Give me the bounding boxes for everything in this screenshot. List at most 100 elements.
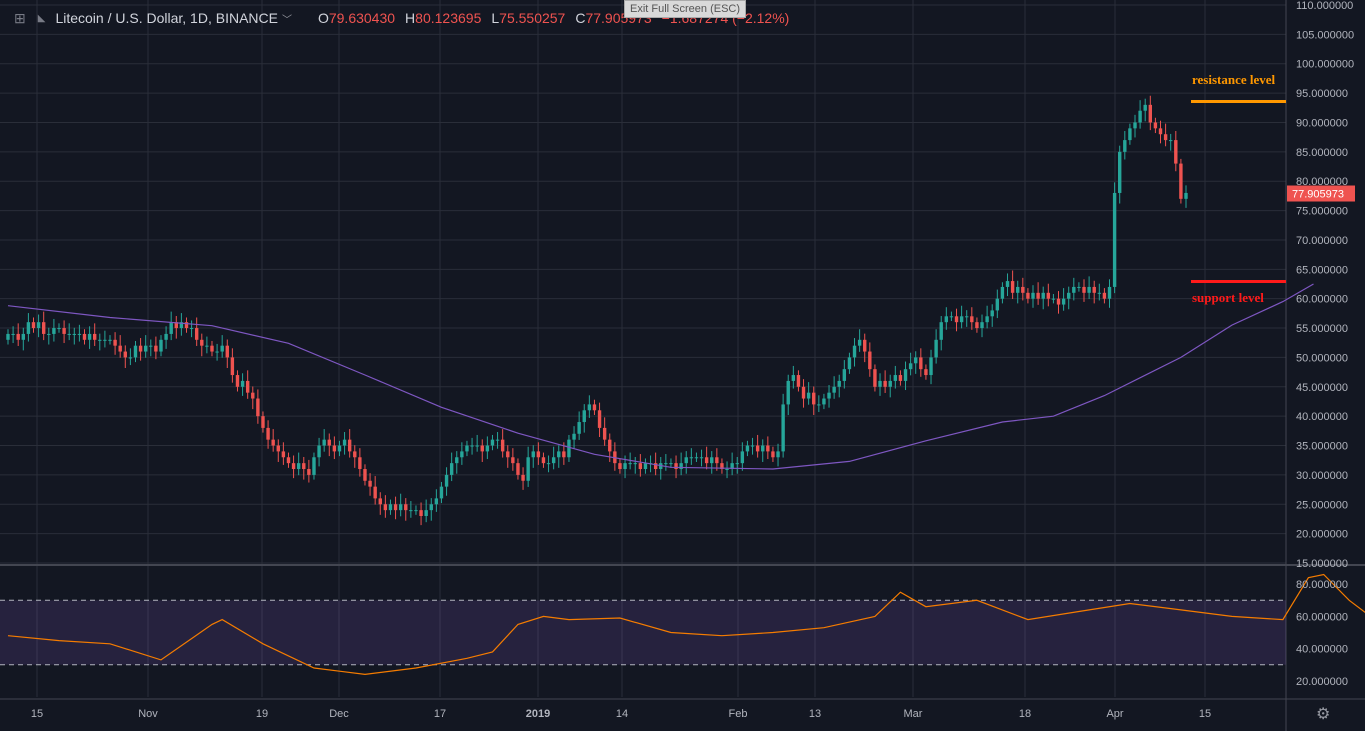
symbol-title[interactable]: Litecoin / U.S. Dollar, 1D, BINANCE xyxy=(55,10,278,26)
candle xyxy=(1158,120,1163,144)
candle xyxy=(1082,279,1086,302)
candle xyxy=(959,305,964,329)
open-key: O xyxy=(317,10,329,26)
candle xyxy=(276,439,280,462)
candle xyxy=(827,385,831,408)
chevron-down-icon[interactable]: ﹀ xyxy=(281,14,292,26)
candle xyxy=(353,445,357,468)
candle xyxy=(449,452,454,482)
time-axis[interactable]: 15 Nov 19 Dec 17 2019 14 Feb 13 Mar 18 Apr 15 xyxy=(31,708,1211,720)
candle xyxy=(694,452,699,462)
chevron-down-icon[interactable]: ◣ xyxy=(37,12,46,24)
candle xyxy=(975,317,979,333)
candle xyxy=(755,434,760,458)
candle xyxy=(1163,123,1168,147)
candle xyxy=(1184,185,1188,208)
candle xyxy=(1051,293,1056,304)
candle xyxy=(567,434,571,462)
candle xyxy=(766,436,770,460)
candle xyxy=(82,329,87,345)
candle xyxy=(801,379,806,408)
candle xyxy=(1026,288,1030,304)
plus-icon[interactable]: ⊞ xyxy=(14,9,26,26)
candle xyxy=(546,455,551,473)
rsi-tick-label: 40.000000 xyxy=(1296,644,1348,656)
candle xyxy=(205,336,209,354)
candle xyxy=(225,339,229,368)
y-tick-label: 100.000000 xyxy=(1296,59,1354,71)
candle xyxy=(536,442,541,465)
candle xyxy=(6,329,10,345)
candle xyxy=(240,373,245,396)
x-tick-label: 2019 xyxy=(526,708,550,720)
annotations: resistance level support level xyxy=(1191,72,1286,305)
candle xyxy=(256,389,260,424)
x-tick-label: Feb xyxy=(729,708,748,720)
candle xyxy=(388,499,393,515)
candle xyxy=(1102,288,1107,304)
candle xyxy=(1056,291,1061,314)
candle xyxy=(271,429,275,452)
candle xyxy=(404,498,408,521)
candle xyxy=(934,329,938,364)
low-value: 75.550257 xyxy=(499,10,566,26)
candle xyxy=(159,335,163,357)
gear-icon[interactable]: ⚙ xyxy=(1316,706,1331,723)
candle xyxy=(67,323,71,341)
candle xyxy=(1107,279,1112,308)
resistance-label: resistance level xyxy=(1192,72,1276,87)
candle xyxy=(470,437,474,455)
candle xyxy=(868,342,872,377)
candle xyxy=(1118,145,1122,204)
candle xyxy=(1031,285,1035,308)
candle xyxy=(266,420,270,449)
y-tick-label: 60.000000 xyxy=(1296,294,1348,306)
candle xyxy=(286,452,291,468)
candle xyxy=(133,340,138,363)
candle xyxy=(322,429,326,452)
x-tick-label: Dec xyxy=(329,708,349,720)
candle xyxy=(715,448,719,471)
candle xyxy=(317,437,321,467)
candle xyxy=(92,323,97,346)
candle xyxy=(460,442,464,465)
candle xyxy=(572,426,576,449)
candle xyxy=(954,308,959,332)
y-tick-label: 75.000000 xyxy=(1296,206,1348,218)
candle xyxy=(898,370,903,386)
candle xyxy=(245,370,250,399)
candle xyxy=(164,326,168,349)
candle xyxy=(210,340,214,357)
candle xyxy=(1092,280,1096,304)
candle xyxy=(169,311,173,341)
candle xyxy=(77,324,82,342)
candle xyxy=(924,364,928,380)
candle xyxy=(1077,282,1081,292)
candle xyxy=(439,481,444,504)
candle xyxy=(863,333,867,363)
candle xyxy=(506,445,510,468)
candle xyxy=(475,434,479,452)
candle xyxy=(929,349,933,385)
candle xyxy=(149,339,153,357)
candle xyxy=(761,439,765,462)
candle xyxy=(398,493,403,517)
y-tick-label: 20.000000 xyxy=(1296,529,1348,541)
x-tick-label: 15 xyxy=(31,708,43,720)
candle xyxy=(883,370,887,393)
price-axis[interactable]: 110.000000 105.000000 100.000000 95.000000 9… xyxy=(1287,0,1355,688)
candle xyxy=(358,448,362,477)
candle xyxy=(980,314,984,338)
x-tick-label: 15 xyxy=(1199,708,1211,720)
candle xyxy=(378,492,382,515)
exit-fullscreen-button[interactable]: Exit Full Screen (ESC) xyxy=(624,0,747,18)
candle xyxy=(511,448,515,471)
candle xyxy=(750,437,755,455)
candle xyxy=(490,434,495,451)
y-tick-label: 50.000000 xyxy=(1296,352,1348,364)
candle xyxy=(597,402,602,438)
candle xyxy=(541,452,546,468)
candle xyxy=(143,335,148,358)
candle xyxy=(577,411,581,440)
